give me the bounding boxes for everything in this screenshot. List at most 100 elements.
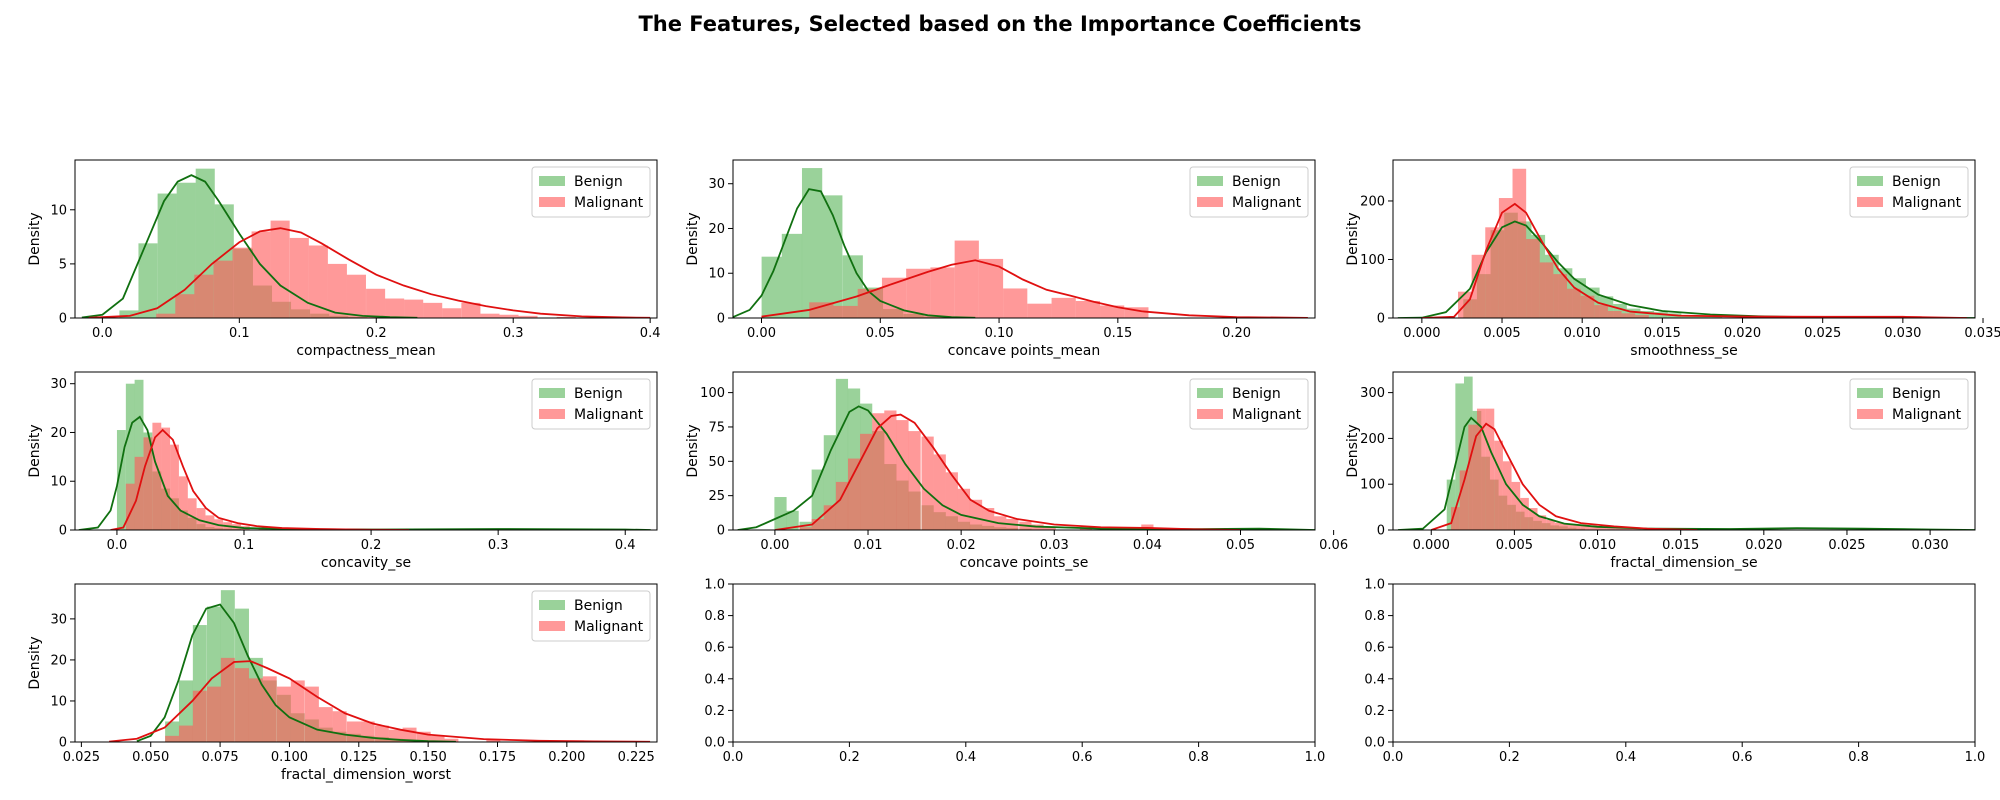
histogram-bar [1528, 508, 1538, 530]
legend-swatch-benign [539, 600, 565, 610]
histogram-bar [1623, 528, 1633, 530]
x-tick-label: 0.10 [985, 326, 1014, 341]
x-tick-label: 0.3 [488, 538, 509, 553]
legend: Benign Malignant [531, 166, 651, 218]
legend-label-benign: Benign [574, 174, 623, 190]
legend-swatch-malignant [539, 621, 565, 631]
x-tick-label: 0.6 [1072, 750, 1093, 765]
kde-line-benign [136, 603, 456, 742]
subplot-4: 0.0 0.1 0.2 0.3 0.4 0 10 20 30 concavity_se Densit… [27, 371, 658, 571]
y-tick-label: 1.0 [1364, 578, 1385, 593]
y-tick-label: 0.2 [704, 704, 725, 719]
histogram-bar [251, 231, 271, 318]
histogram-bar [1455, 383, 1465, 530]
x-tick-label: 0.030 [1911, 538, 1948, 553]
histogram-bar [835, 481, 849, 530]
y-tick-label: 10 [50, 475, 67, 490]
kde-line-malignant [88, 227, 651, 318]
y-tick-label: 0 [717, 312, 725, 327]
histogram-bar [170, 444, 179, 530]
y-tick-label: 20 [708, 222, 725, 237]
histogram-malignant [1451, 408, 1642, 530]
histogram-bar [499, 314, 519, 318]
x-tick-label: 0.8 [1188, 750, 1209, 765]
y-tick-label: 0.0 [1364, 736, 1385, 751]
y-tick-label: 25 [708, 489, 725, 504]
x-tick-label: 0.06 [1319, 538, 1348, 553]
x-tick-label: 0.04 [1133, 538, 1162, 553]
legend-swatch-malignant [1197, 409, 1223, 419]
x-tick-label: 0.0 [1383, 750, 1404, 765]
histogram-bar [318, 707, 333, 742]
y-tick-label: 100 [700, 386, 725, 401]
y-tick-label: 0 [1377, 312, 1385, 327]
histogram-bar [1635, 315, 1649, 318]
histogram-bar [761, 256, 782, 318]
y-tick-label: 20 [50, 426, 67, 441]
y-tick-label: 0.8 [1364, 609, 1385, 624]
legend-label-benign: Benign [574, 598, 623, 614]
y-tick-label: 0.6 [1364, 641, 1385, 656]
x-tick-label: 0.2 [839, 750, 860, 765]
x-tick-label: 1.0 [1965, 750, 1986, 765]
histogram-bar [1607, 310, 1622, 318]
legend-swatch-benign [1857, 176, 1883, 186]
legend-label-malignant: Malignant [1232, 407, 1302, 423]
histogram-bar [860, 433, 873, 530]
histogram-bar [119, 310, 139, 318]
histogram-bar [134, 379, 144, 530]
plot-area [1397, 168, 1975, 318]
axes-frame [74, 159, 658, 319]
histogram-bar [346, 274, 366, 318]
kde-line-benign [1397, 416, 1975, 530]
histogram-bar [1594, 305, 1608, 318]
x-tick-label: 0.175 [479, 750, 516, 765]
legend-swatch-benign [1197, 176, 1223, 186]
axes-frame [74, 371, 658, 531]
histogram-bar [385, 298, 405, 318]
histogram-bar [178, 476, 188, 530]
histogram-bar [213, 260, 233, 318]
figure-title: The Features, Selected based on the Impo… [638, 12, 1361, 36]
y-axis-label: Density [27, 424, 43, 477]
histogram-bar [945, 472, 958, 530]
x-tick-label: 0.15 [1103, 326, 1132, 341]
x-tick-label: 0.025 [1804, 326, 1841, 341]
legend: Benign Malignant [1849, 166, 1969, 218]
legend-swatch-malignant [1857, 409, 1883, 419]
histogram-bar [289, 237, 309, 318]
y-axis-label: Density [27, 636, 43, 689]
histogram-bar [1553, 274, 1568, 318]
legend-label-benign: Benign [574, 386, 623, 402]
histogram-bar [921, 436, 934, 530]
histogram-bar [811, 519, 824, 530]
kde-line-malignant [1421, 202, 1967, 318]
histogram-bar [308, 245, 328, 318]
histogram-bar [786, 510, 799, 530]
histogram-bar [192, 690, 207, 742]
histogram-bar [1632, 528, 1642, 530]
histogram-bar [518, 315, 538, 318]
legend: Benign Malignant [1189, 166, 1309, 218]
y-axis-label: Density [685, 212, 701, 265]
x-axis-label: concavity_se [321, 555, 411, 571]
x-tick-label: 0.005 [1496, 538, 1533, 553]
x-tick-label: 0.4 [640, 326, 661, 341]
x-tick-label: 0.015 [1644, 326, 1681, 341]
plot-area [737, 378, 1315, 530]
x-axis-label: concave points_se [960, 555, 1089, 571]
subplot-6: 0.000 0.005 0.010 0.015 0.020 0.025 0.030 0 100 2… [1345, 371, 1976, 571]
legend-label-malignant: Malignant [1892, 195, 1962, 211]
x-tick-label: 0.025 [1828, 538, 1865, 553]
histogram-bar [430, 735, 445, 742]
legend-label-malignant: Malignant [1892, 407, 1962, 423]
histogram-bar [461, 302, 481, 318]
histogram-benign [761, 168, 965, 318]
x-tick-label: 0.075 [201, 750, 238, 765]
histogram-bar [1043, 526, 1056, 530]
histogram-bar [872, 413, 885, 530]
y-tick-label: 10 [708, 267, 725, 282]
legend-label-malignant: Malignant [574, 407, 644, 423]
histogram-bar [165, 735, 180, 742]
legend-label-benign: Benign [1892, 386, 1941, 402]
